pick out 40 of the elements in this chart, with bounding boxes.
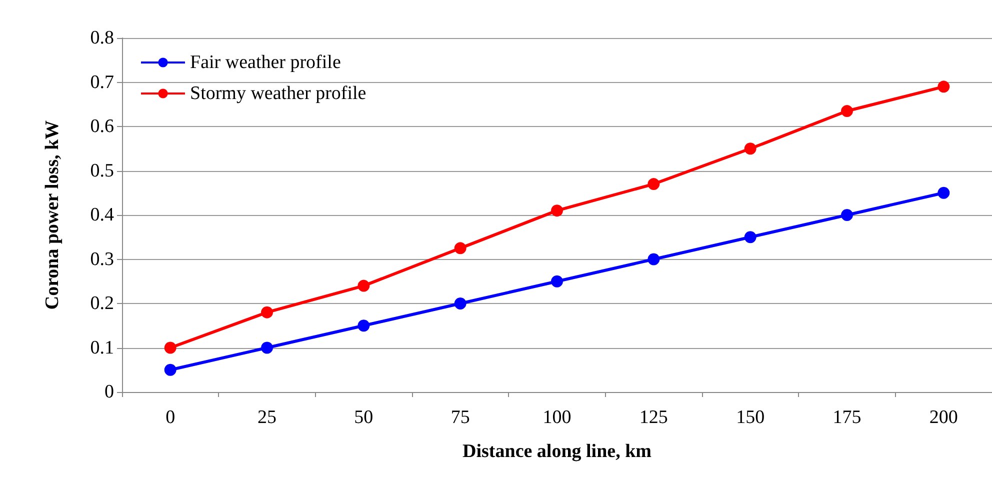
y-tick-label: 0.1 (90, 337, 114, 358)
x-tick-label: 100 (542, 407, 572, 428)
point (454, 298, 466, 310)
point (648, 253, 660, 266)
point (551, 204, 563, 217)
point (841, 209, 853, 221)
point (648, 178, 660, 190)
y-tick-label: 0.5 (90, 160, 114, 182)
point (841, 105, 853, 118)
x-tick-label: 75 (450, 407, 470, 428)
x-tick-label: 175 (832, 407, 862, 428)
x-tick-label: 0 (166, 407, 176, 428)
y-axis-title: Corona power loss, kW (42, 120, 63, 310)
y-tick-label: 0.4 (90, 204, 114, 226)
x-tick-label: 50 (354, 407, 374, 428)
y-tick-label: 0.8 (90, 28, 114, 48)
legend-label: Fair weather profile (190, 52, 341, 73)
y-tick-label: 0.6 (90, 116, 114, 137)
x-tick-label: 125 (639, 407, 668, 428)
y-tick-label: 0.3 (90, 248, 114, 270)
point (938, 80, 950, 93)
point (744, 142, 756, 155)
y-tick-label: 0.2 (90, 293, 114, 314)
point (358, 320, 370, 332)
point (744, 231, 756, 244)
point (164, 342, 176, 354)
x-tick-label: 200 (929, 407, 958, 428)
point (164, 364, 176, 376)
x-tick-label: 25 (258, 407, 276, 428)
point (261, 306, 273, 318)
y-tick-label: 0 (104, 382, 114, 402)
y-tick-label: 0.7 (90, 72, 114, 93)
point (454, 242, 466, 254)
point (358, 280, 370, 292)
point (551, 275, 563, 288)
x-axis-title: Distance along line, km (462, 441, 652, 462)
legend-label: Stormy weather profile (190, 83, 366, 104)
x-tick-label: 150 (736, 407, 765, 428)
point (261, 342, 273, 354)
point (938, 186, 950, 199)
